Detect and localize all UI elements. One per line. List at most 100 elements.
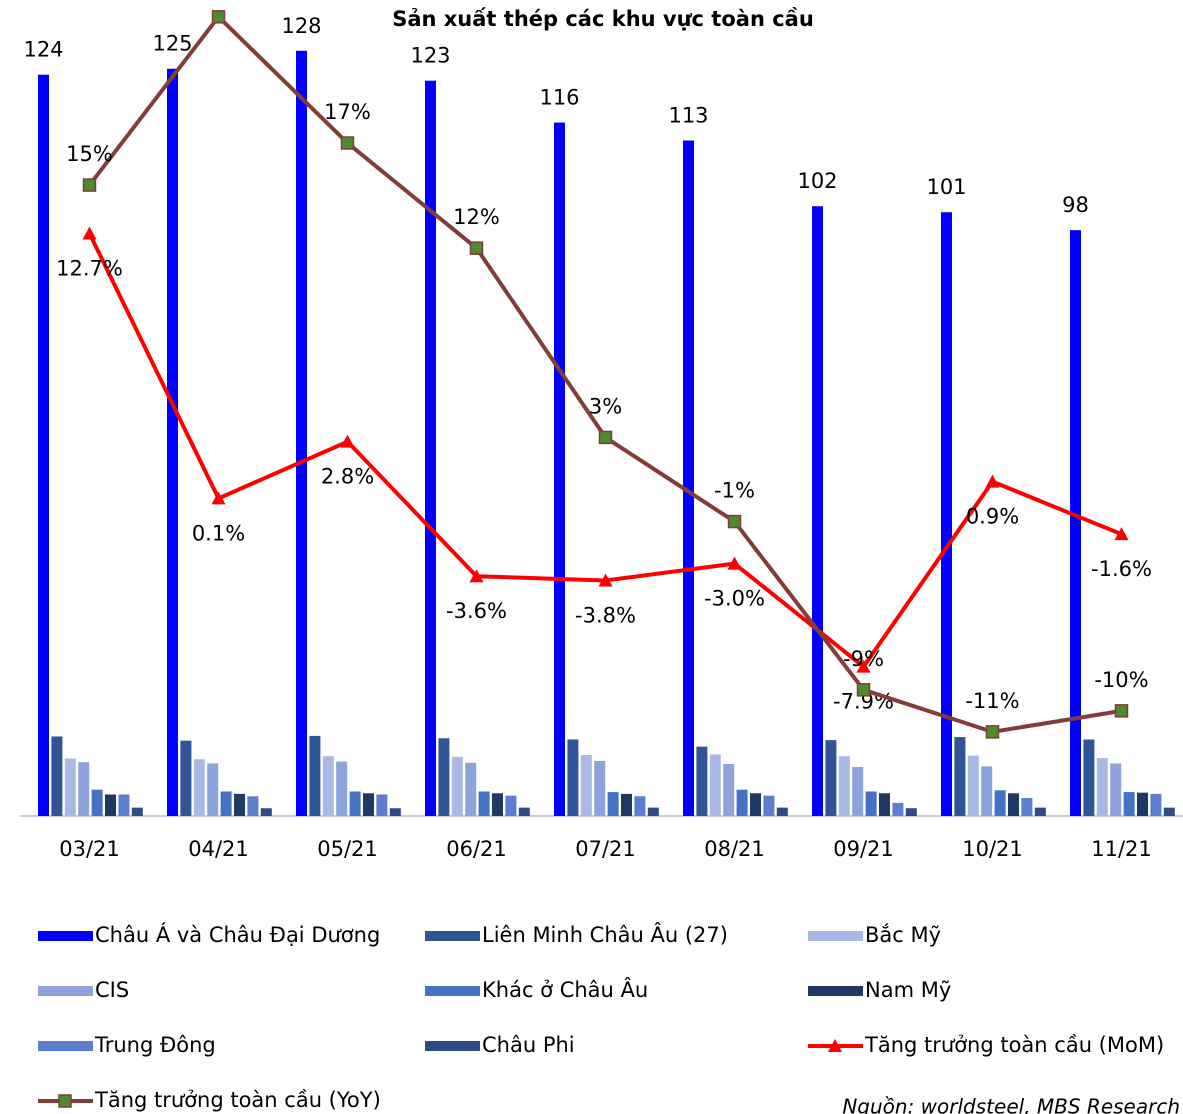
line-value-label: 12.7% xyxy=(56,256,123,280)
bar xyxy=(709,754,721,816)
bar xyxy=(193,759,205,816)
line-value-label: -3.0% xyxy=(704,587,765,611)
legend-label: Tăng trưởng toàn cầu (YoY) xyxy=(94,1088,381,1112)
legend-label: Liên Minh Châu Âu (27) xyxy=(482,922,728,947)
bar xyxy=(1008,793,1019,816)
bar-value-label: 123 xyxy=(410,44,450,68)
bar xyxy=(518,807,530,816)
x-tick-label: 08/21 xyxy=(704,837,765,861)
bar xyxy=(954,737,966,816)
chart-title: Sản xuất thép các khu vực toàn cầu xyxy=(392,7,814,31)
line-value-label: -11% xyxy=(965,689,1019,713)
bar xyxy=(941,212,952,816)
bar-value-label: 101 xyxy=(926,175,966,199)
line-value-label: 0.1% xyxy=(192,521,245,545)
line-marker xyxy=(469,569,484,583)
x-tick-label: 11/21 xyxy=(1091,837,1152,861)
bar xyxy=(683,140,694,816)
bar xyxy=(879,793,890,816)
bar xyxy=(180,740,192,816)
line-value-label: 3% xyxy=(589,394,622,418)
line-value-label: -3.8% xyxy=(575,603,636,627)
line-marker xyxy=(82,226,97,240)
legend-label: Nam Mỹ xyxy=(865,978,951,1002)
bar xyxy=(309,735,321,816)
line-marker xyxy=(82,178,97,192)
bar xyxy=(207,763,219,816)
bar xyxy=(852,766,864,816)
line-value-label: -1% xyxy=(714,479,755,503)
legend-swatch xyxy=(425,986,480,996)
bar xyxy=(425,80,436,816)
bar xyxy=(607,792,619,816)
line-marker xyxy=(340,136,355,150)
x-tick-label: 07/21 xyxy=(575,837,636,861)
bar xyxy=(376,794,388,816)
bar xyxy=(567,739,579,816)
line xyxy=(87,232,1123,669)
legend-swatch xyxy=(425,931,480,941)
bar xyxy=(363,793,374,816)
line-marker xyxy=(727,556,742,570)
bar-value-label: 113 xyxy=(668,103,708,127)
bar-value-label: 128 xyxy=(281,14,321,38)
bar xyxy=(389,808,401,816)
bar xyxy=(825,740,837,816)
bar xyxy=(580,755,592,816)
bar xyxy=(492,793,503,816)
line-marker xyxy=(598,430,613,445)
x-tick-label: 03/21 xyxy=(59,837,120,861)
line-marker xyxy=(1114,527,1129,541)
bar xyxy=(131,807,143,816)
bar xyxy=(167,68,178,816)
bar xyxy=(1110,763,1122,816)
legend-label: CIS xyxy=(95,978,129,1002)
legend-swatch xyxy=(808,986,863,996)
bar xyxy=(634,796,646,816)
line-value-label: 2.8% xyxy=(321,465,374,489)
bar xyxy=(1137,792,1148,816)
bar xyxy=(994,790,1006,816)
bar xyxy=(465,762,477,816)
x-tick-label: 10/21 xyxy=(962,837,1023,861)
x-tick-label: 04/21 xyxy=(188,837,249,861)
line-value-label: -9% xyxy=(843,647,884,671)
bar xyxy=(776,807,788,816)
line-value-label: -3.6% xyxy=(446,599,507,623)
bar xyxy=(105,794,116,816)
line-marker xyxy=(727,514,742,529)
bar xyxy=(505,795,517,816)
bar xyxy=(905,808,917,816)
bar xyxy=(64,758,76,816)
bar xyxy=(554,122,565,817)
legend-marker xyxy=(58,1094,72,1108)
x-tick-label: 05/21 xyxy=(317,837,378,861)
bar xyxy=(349,791,361,816)
line-marker xyxy=(856,683,871,697)
bar xyxy=(1163,807,1175,816)
bar xyxy=(763,795,775,816)
bar xyxy=(647,807,659,816)
bar-value-label: 98 xyxy=(1062,193,1089,217)
bar xyxy=(260,808,272,816)
bar xyxy=(322,756,334,816)
line-value-label: 17% xyxy=(324,100,371,124)
legend-label: Châu Á và Châu Đại Dương xyxy=(95,922,380,947)
line-marker xyxy=(1114,704,1129,718)
x-tick-label: 09/21 xyxy=(833,837,894,861)
bar xyxy=(336,761,348,816)
x-tick-label: 06/21 xyxy=(446,837,507,861)
bar xyxy=(723,763,735,816)
legend-label: Tăng trưởng toàn cầu (MoM) xyxy=(864,1033,1164,1057)
line-value-label: -10% xyxy=(1094,668,1148,692)
legend-swatch xyxy=(38,1041,93,1051)
line-marker xyxy=(985,725,1000,739)
bar xyxy=(865,791,877,816)
bar-value-label: 116 xyxy=(539,86,579,110)
line-marker xyxy=(985,474,1000,488)
bar xyxy=(1150,793,1162,816)
line-marker xyxy=(598,573,613,587)
legend-swatch xyxy=(38,986,93,996)
bar xyxy=(1070,230,1081,817)
line-marker xyxy=(340,434,355,448)
